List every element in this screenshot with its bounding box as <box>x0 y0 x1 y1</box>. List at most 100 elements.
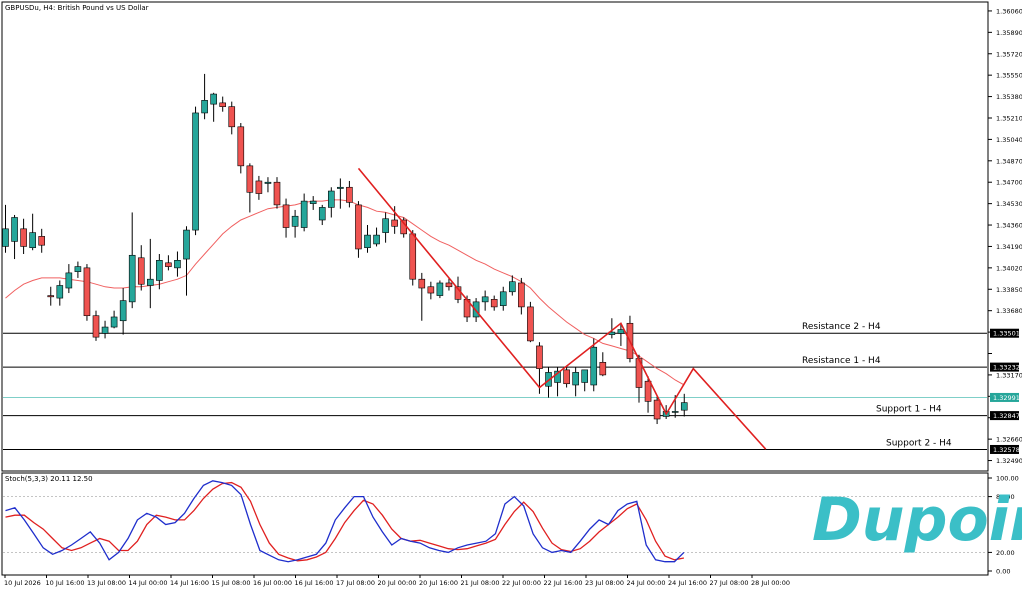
candle[interactable] <box>128 212 136 309</box>
candle[interactable] <box>264 177 272 193</box>
candle-body-bear <box>599 362 607 376</box>
candle[interactable] <box>527 301 534 343</box>
candle[interactable] <box>165 255 172 271</box>
candle-body-bull <box>174 260 181 269</box>
candle[interactable] <box>11 214 18 260</box>
candle[interactable] <box>490 295 498 311</box>
candle-body-bear <box>653 399 661 420</box>
candle[interactable] <box>373 227 380 247</box>
candle[interactable] <box>47 286 55 306</box>
candle[interactable] <box>599 352 607 377</box>
candle[interactable] <box>309 196 317 210</box>
zigzag-line[interactable] <box>357 167 767 450</box>
candle[interactable] <box>590 338 598 392</box>
candle[interactable] <box>427 281 435 300</box>
dupoin-logo: Dupoin <box>812 485 1022 555</box>
oscillator-tick-label: 100.00 <box>996 475 1019 483</box>
candle[interactable] <box>20 218 27 255</box>
candle[interactable] <box>29 213 36 251</box>
candle[interactable] <box>508 275 516 296</box>
candle[interactable] <box>327 187 335 218</box>
candle[interactable] <box>300 193 308 232</box>
candle-body-bull <box>680 402 688 411</box>
candle-body-bear <box>644 380 652 402</box>
candle[interactable] <box>101 320 109 339</box>
candle[interactable] <box>38 228 46 253</box>
candle[interactable] <box>147 238 154 309</box>
candle[interactable] <box>74 261 82 278</box>
candle-body-bear <box>165 262 172 267</box>
candle[interactable] <box>246 163 254 213</box>
candle[interactable] <box>273 177 281 209</box>
candle[interactable] <box>137 245 145 291</box>
candle-body-bull <box>128 254 136 303</box>
candle[interactable] <box>318 204 326 226</box>
candle-body-bear <box>355 204 362 250</box>
candle[interactable] <box>174 251 181 277</box>
candle[interactable] <box>192 106 199 236</box>
stochastic-main-line <box>5 480 685 563</box>
candle[interactable] <box>210 92 217 122</box>
candle-body-bull <box>472 301 480 318</box>
level-label: Support 1 - H4 <box>876 405 942 415</box>
candle[interactable] <box>56 280 64 306</box>
candle[interactable] <box>653 396 661 425</box>
candle-body-bear <box>47 295 55 298</box>
candle[interactable] <box>563 367 570 388</box>
candle[interactable] <box>291 209 299 238</box>
price-tick-label: 1.35720 <box>996 50 1022 58</box>
candle[interactable] <box>391 206 398 234</box>
candle[interactable] <box>436 280 444 299</box>
candle[interactable] <box>581 369 589 392</box>
candle[interactable] <box>518 277 525 315</box>
candle[interactable] <box>499 286 507 311</box>
candle-body-bear <box>255 180 263 194</box>
candle-body-bear <box>563 369 570 385</box>
candle[interactable] <box>83 264 91 321</box>
candle[interactable] <box>572 367 579 397</box>
candle[interactable] <box>418 272 426 321</box>
time-tick-label: 16 Jul 00:00 <box>253 579 292 587</box>
candle[interactable] <box>156 254 163 290</box>
candle[interactable] <box>355 201 362 258</box>
candle[interactable] <box>346 180 353 208</box>
candle[interactable] <box>119 288 127 335</box>
candle[interactable] <box>110 310 118 329</box>
candle[interactable] <box>545 367 552 398</box>
candle[interactable] <box>228 101 236 135</box>
candle[interactable] <box>92 310 100 341</box>
candle[interactable] <box>183 226 190 296</box>
candle[interactable] <box>409 230 417 286</box>
candle-body-bull <box>382 218 389 233</box>
candle[interactable] <box>337 178 344 209</box>
candle-body-bull <box>147 278 154 286</box>
candle[interactable] <box>445 277 453 291</box>
candle[interactable] <box>2 204 9 253</box>
price-tick-label: 1.35890 <box>996 29 1022 37</box>
candle[interactable] <box>536 342 543 394</box>
candle[interactable] <box>382 212 389 243</box>
candle[interactable] <box>219 96 226 112</box>
candle[interactable] <box>617 324 625 346</box>
candle[interactable] <box>680 393 688 417</box>
candle-body-bull <box>110 316 118 328</box>
candle-body-bear <box>273 181 281 206</box>
price-box-label: 1.33501 <box>993 330 1020 338</box>
candle[interactable] <box>201 73 208 120</box>
candle-body-bull <box>264 181 272 184</box>
oscillator-title: Stoch(5,3,3) 20.11 12.50 <box>5 475 93 483</box>
candle[interactable] <box>237 123 245 174</box>
price-tick-label: 1.34190 <box>996 243 1022 251</box>
candle[interactable] <box>644 376 652 413</box>
candle-body-bull <box>590 346 598 386</box>
candle[interactable] <box>481 290 489 311</box>
candle-body-bull <box>2 228 9 247</box>
candle[interactable] <box>364 225 371 253</box>
time-tick-label: 24 Jul 16:00 <box>668 579 707 587</box>
candle[interactable] <box>554 367 561 397</box>
candle[interactable] <box>65 264 73 294</box>
candle[interactable] <box>282 198 290 238</box>
candle[interactable] <box>255 175 263 200</box>
